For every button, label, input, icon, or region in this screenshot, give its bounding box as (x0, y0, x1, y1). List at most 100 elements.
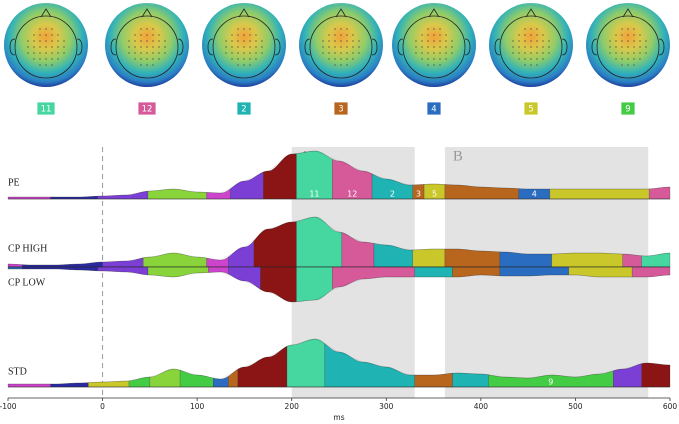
electrode (57, 46, 59, 48)
segment (641, 362, 671, 388)
electrode (445, 52, 447, 54)
segment (551, 252, 623, 268)
segment (253, 221, 297, 268)
electrode (328, 46, 330, 48)
gfp-outline (8, 150, 671, 198)
electrode (249, 52, 251, 54)
electrode (346, 28, 348, 30)
electrode (536, 52, 538, 54)
segment (102, 257, 144, 268)
electrode (445, 40, 447, 42)
segment (622, 253, 642, 268)
electrode (609, 40, 611, 42)
electrode (51, 40, 53, 42)
electrode (427, 52, 429, 54)
electrode (39, 52, 41, 54)
electrode (33, 52, 35, 54)
electrode (427, 64, 429, 66)
electrode (427, 40, 429, 42)
electrode (146, 28, 148, 30)
electrode (128, 46, 130, 48)
electrode (158, 52, 160, 54)
electrode (225, 40, 227, 42)
electrode (158, 40, 160, 42)
electrode (621, 34, 623, 36)
segment (147, 188, 207, 200)
segment (7, 383, 51, 388)
electrode (536, 58, 538, 60)
electrode (164, 40, 166, 42)
electrode (530, 40, 532, 42)
electrode (645, 46, 647, 48)
segment (97, 190, 149, 200)
head-ear (658, 38, 665, 56)
electrode (427, 34, 429, 36)
electrode (530, 28, 532, 30)
electrode (334, 58, 336, 60)
electrode (45, 64, 47, 66)
electrode (352, 58, 354, 60)
electrode (645, 52, 647, 54)
electrode (158, 46, 160, 48)
segment (613, 363, 642, 388)
electrode (231, 34, 233, 36)
segment (206, 256, 229, 268)
electrode (249, 34, 251, 36)
electrode (128, 40, 130, 42)
head-nose (622, 8, 634, 18)
head-outline (115, 15, 179, 79)
electrode (530, 64, 532, 66)
electrode (639, 52, 641, 54)
electrode (445, 34, 447, 36)
electrode (63, 52, 65, 54)
electrode (140, 64, 142, 66)
electrode (530, 58, 532, 60)
head-ear (561, 38, 568, 56)
electrode (340, 52, 342, 54)
electrode (639, 58, 641, 60)
segment (228, 368, 239, 388)
head-outline (14, 15, 78, 79)
electrode (255, 52, 257, 54)
segment-label: 4 (532, 190, 537, 199)
electrode (243, 28, 245, 30)
x-tick-label: 0 (100, 402, 105, 411)
electrode (51, 64, 53, 66)
electrode (439, 58, 441, 60)
electrode (45, 58, 47, 60)
electrode (358, 40, 360, 42)
segment (50, 382, 89, 388)
electrode (134, 52, 136, 54)
electrode (249, 58, 251, 60)
segment-label: 11 (309, 190, 319, 199)
x-tick-label: -100 (0, 402, 17, 411)
map-label: 12 (142, 105, 153, 115)
segment-label: 12 (347, 190, 357, 199)
electrode (346, 40, 348, 42)
electrode (427, 58, 429, 60)
electrode (633, 46, 635, 48)
segment (452, 266, 500, 278)
electrode (451, 46, 453, 48)
head-ear (110, 38, 117, 56)
electrode (627, 28, 629, 30)
electrode (621, 64, 623, 66)
head-ear (494, 38, 501, 56)
electrode (334, 40, 336, 42)
electrode (639, 40, 641, 42)
electrode (45, 40, 47, 42)
electrode (152, 52, 154, 54)
segment (423, 183, 446, 200)
electrode (633, 64, 635, 66)
electrode (140, 40, 142, 42)
segment (128, 376, 151, 388)
segment (97, 266, 149, 276)
head-nose (525, 8, 537, 18)
electrode (352, 34, 354, 36)
segment (263, 153, 297, 200)
row-label: CP LOW (8, 277, 46, 288)
electrode (439, 34, 441, 36)
map-label-box (333, 101, 349, 116)
segment (414, 266, 453, 278)
